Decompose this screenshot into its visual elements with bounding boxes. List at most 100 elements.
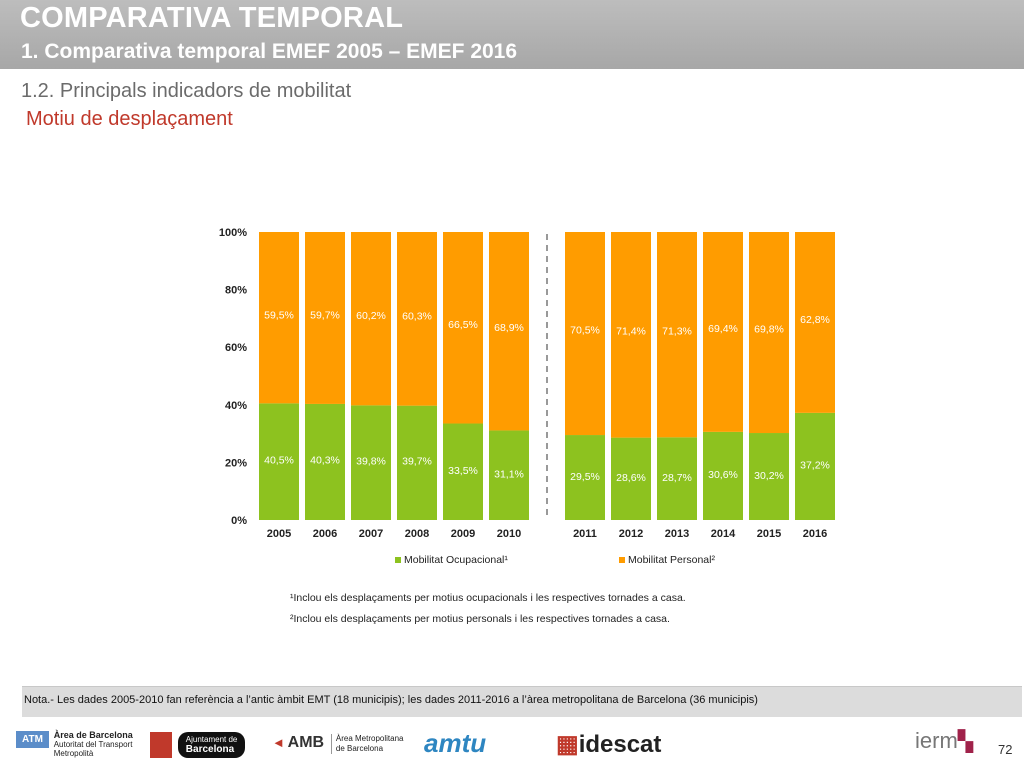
x-tick-label: 2009 xyxy=(451,528,475,540)
logo-strip: ATM Àrea de Barcelona Autoritat del Tran… xyxy=(0,724,1024,768)
idescat-grid-icon: ▦ xyxy=(556,731,579,758)
ierm-text: ierm xyxy=(915,728,958,753)
ajuntament-text-1: Ajuntament de xyxy=(185,735,238,744)
header-bar: COMPARATIVA TEMPORAL 1. Comparativa temp… xyxy=(0,0,1024,69)
amb-subtext-2: de Barcelona xyxy=(335,744,384,753)
bar-personal xyxy=(703,232,743,432)
y-tick-label: 80% xyxy=(225,285,247,297)
data-label: 40,5% xyxy=(264,454,294,466)
data-label: 30,2% xyxy=(754,470,784,482)
data-label: 59,7% xyxy=(310,310,340,322)
bar-ocupacional xyxy=(305,403,345,520)
legend-personal: Mobilitat Personal² xyxy=(619,554,715,566)
x-tick-label: 2011 xyxy=(573,528,597,540)
y-tick-label: 40% xyxy=(225,400,247,412)
page-number: 72 xyxy=(998,742,1013,757)
note-text: Nota.- Les dades 2005-2010 fan referènci… xyxy=(24,694,758,706)
data-label: 69,4% xyxy=(708,323,738,335)
atm-text-3: Metropolità xyxy=(53,749,94,758)
idescat-logo: ▦idescat xyxy=(556,730,661,759)
bar-personal xyxy=(749,232,789,434)
atm-badge: ATM xyxy=(16,731,49,748)
legend-label-personal: Mobilitat Personal² xyxy=(628,554,715,566)
data-label: 60,3% xyxy=(402,310,432,322)
amb-text: AMB xyxy=(287,734,325,751)
data-label: 40,3% xyxy=(310,455,340,467)
bar-personal xyxy=(443,232,483,424)
data-label: 28,6% xyxy=(616,472,646,484)
x-tick-label: 2005 xyxy=(267,528,291,540)
data-label: 39,7% xyxy=(402,456,432,468)
atm-logo: ATM Àrea de Barcelona Autoritat del Tran… xyxy=(16,731,133,758)
legend-swatch-personal xyxy=(619,557,625,564)
ierm-logo: ierm▚ xyxy=(915,728,973,754)
x-tick-label: 2008 xyxy=(405,528,429,540)
amb-logo: ◄ AMB Àrea Metropolitana de Barcelona xyxy=(272,734,403,754)
y-tick-label: 20% xyxy=(225,457,247,469)
data-label: 33,5% xyxy=(448,465,478,477)
data-label: 59,5% xyxy=(264,309,294,321)
bar-personal xyxy=(351,232,391,406)
atm-text-2: Autoritat del Transport xyxy=(53,740,133,749)
data-label: 69,8% xyxy=(754,323,784,335)
chart-svg: 0% 20% 40% 60% 80% 100% 40,5% 59,5% 2005 40,3% 59,… xyxy=(219,227,835,540)
bar-personal xyxy=(657,232,697,438)
barcelona-shield-icon xyxy=(150,732,172,758)
bar-personal xyxy=(259,232,299,404)
bar-personal xyxy=(305,232,345,404)
data-label: 68,9% xyxy=(494,322,524,334)
bar-personal xyxy=(795,232,835,413)
page-subtitle: 1. Comparativa temporal EMEF 2005 – EMEF… xyxy=(21,40,518,63)
x-tick-label: 2015 xyxy=(757,528,781,540)
data-label: 30,6% xyxy=(708,469,738,481)
x-tick-label: 2012 xyxy=(619,528,643,540)
footnote-1: ¹Inclou els desplaçaments per motius ocu… xyxy=(290,592,686,604)
footnote-2: ²Inclou els desplaçaments per motius per… xyxy=(290,613,670,625)
ierm-mark-icon: ▚ xyxy=(957,731,974,753)
bar-personal xyxy=(397,232,437,406)
page-title: COMPARATIVA TEMPORAL xyxy=(20,2,404,34)
legend-ocupacional: Mobilitat Ocupacional¹ xyxy=(395,554,508,566)
data-label: 28,7% xyxy=(662,472,692,484)
data-label: 60,2% xyxy=(356,310,386,322)
bar-ocupacional xyxy=(443,423,483,520)
section-subtitle: Motiu de desplaçament xyxy=(26,108,233,130)
amb-subtext-1: Àrea Metropolitana xyxy=(335,734,404,743)
note-box xyxy=(22,686,1022,717)
data-label: 70,5% xyxy=(570,324,600,336)
legend-label-ocupacional: Mobilitat Ocupacional¹ xyxy=(404,554,508,566)
legend-swatch-ocupacional xyxy=(395,557,401,564)
x-tick-label: 2013 xyxy=(665,528,689,540)
data-label: 62,8% xyxy=(800,314,830,326)
bar-ocupacional xyxy=(565,435,605,520)
bar-ocupacional xyxy=(611,437,651,520)
bar-personal xyxy=(489,232,529,431)
data-label: 29,5% xyxy=(570,471,600,483)
data-label: 39,8% xyxy=(356,455,386,467)
x-tick-label: 2016 xyxy=(803,528,827,540)
x-tick-label: 2010 xyxy=(497,528,521,540)
section-title: 1.2. Principals indicadors de mobilitat xyxy=(21,80,352,102)
atm-text-1: Àrea de Barcelona xyxy=(53,730,133,740)
ajuntament-logo: Ajuntament de Barcelona xyxy=(150,732,246,758)
y-tick-label: 100% xyxy=(219,227,247,239)
bar-ocupacional xyxy=(703,431,743,520)
bar-ocupacional xyxy=(795,412,835,520)
bar-personal xyxy=(611,232,651,438)
x-tick-label: 2014 xyxy=(711,528,736,540)
data-label: 71,4% xyxy=(616,326,646,338)
bar-personal xyxy=(565,232,605,436)
bar-ocupacional xyxy=(397,405,437,520)
data-label: 71,3% xyxy=(662,326,692,338)
bar-ocupacional xyxy=(749,433,789,520)
stacked-bar-chart: 0% 20% 40% 60% 80% 100% 40,5% 59,5% 2005 40,3% 59,… xyxy=(207,218,872,578)
amb-arrow-icon: ◄ xyxy=(272,735,285,750)
y-tick-label: 60% xyxy=(225,342,247,354)
idescat-text: idescat xyxy=(578,731,662,758)
data-label: 31,1% xyxy=(494,468,524,480)
y-tick-label: 0% xyxy=(231,515,247,527)
ajuntament-text-2: Barcelona xyxy=(185,744,235,755)
data-label: 37,2% xyxy=(800,459,830,471)
bar-ocupacional xyxy=(259,403,299,520)
amtu-logo: amtu xyxy=(424,728,487,758)
